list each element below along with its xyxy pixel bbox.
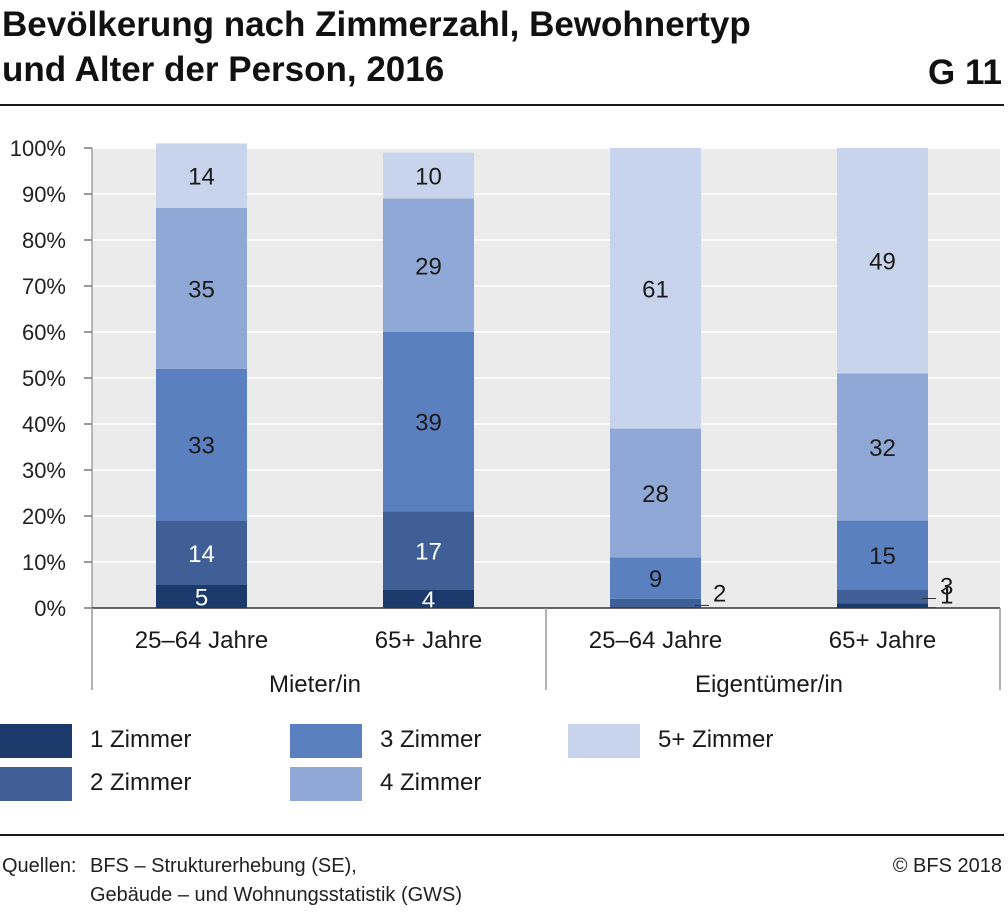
data-label: 2 (713, 580, 726, 607)
chart-title-line-2: und Alter der Person, 2016 (2, 50, 445, 89)
bar-segment-3-zimmer (156, 368, 247, 521)
data-label: 10 (415, 164, 442, 191)
data-label: 4 (422, 587, 435, 614)
chart-title: Bevölkerung nach Zimmerzahl, Bewohnertyp… (2, 2, 902, 92)
source-line-2: Gebäude – und Wohnungsstatistik (GWS) (90, 884, 463, 906)
graphic-number: G 11 (928, 53, 1002, 92)
y-tick-label: 90% (22, 182, 66, 207)
data-label: 5 (195, 585, 208, 612)
data-label: 28 (642, 481, 669, 508)
data-label: 39 (415, 410, 442, 437)
legend-label: 1 Zimmer (90, 726, 192, 753)
x-tick-label: 65+ Jahre (375, 627, 482, 654)
data-label: 35 (188, 276, 215, 303)
y-tick-label: 40% (22, 412, 66, 437)
y-tick-label: 70% (22, 274, 66, 299)
bar-segment-4-zimmer (837, 373, 928, 521)
group-label: Mieter/in (269, 671, 361, 698)
legend-swatch (568, 724, 640, 758)
bar-segment-2-zimmer (383, 511, 474, 590)
bar-segment-3-zimmer (383, 332, 474, 512)
bar-segment-1-zimmer (156, 585, 247, 608)
y-tick-label: 50% (22, 366, 66, 391)
data-label: 9 (649, 566, 662, 593)
y-tick-label: 80% (22, 228, 66, 253)
data-label: 33 (188, 433, 215, 460)
legend-label: 5+ Zimmer (658, 726, 774, 753)
y-tick-label: 60% (22, 320, 66, 345)
y-tick-label: 30% (22, 458, 66, 483)
legend: 1 Zimmer 2 Zimmer 3 Zimmer 4 Zimmer 5+ Z… (0, 720, 1008, 820)
data-label: 49 (869, 249, 896, 276)
data-label: 3 (940, 574, 953, 601)
stacked-bar-chart: 0%10%20%30%40%50%60%70%80%90%100%5143335… (10, 136, 1001, 698)
group-label: Eigentümer/in (695, 671, 843, 698)
x-tick-label: 65+ Jahre (829, 627, 936, 654)
legend-swatch (0, 724, 72, 758)
y-tick-label: 100% (10, 136, 66, 161)
bar-segment-5plus-zimmer (610, 148, 701, 429)
bar-segment-2-zimmer (156, 520, 247, 585)
bar-segment-5plus-zimmer (383, 152, 474, 199)
source-label: Quellen: (2, 855, 77, 877)
legend-label: 3 Zimmer (380, 726, 482, 753)
data-label: 29 (415, 253, 442, 280)
bar-segment-4-zimmer (156, 207, 247, 369)
data-label: 61 (642, 276, 669, 303)
legend-swatch (290, 724, 362, 758)
data-label: 32 (869, 435, 896, 462)
data-label: 1 (940, 583, 953, 610)
legend-swatch (290, 767, 362, 801)
data-label: 17 (415, 539, 442, 566)
bar-segment-3-zimmer (610, 557, 701, 599)
y-tick-label: 20% (22, 504, 66, 529)
legend-label: 4 Zimmer (380, 769, 482, 796)
bar-segment-4-zimmer (610, 428, 701, 558)
source-line-1: BFS – Strukturerhebung (SE), (90, 855, 357, 877)
bar-segment-5plus-zimmer (156, 143, 247, 208)
bar-segment-2-zimmer (837, 589, 928, 604)
bar-segment-1-zimmer (837, 603, 928, 608)
bar-segment-2-zimmer (610, 598, 701, 608)
bar-segment-5plus-zimmer (837, 148, 928, 374)
data-label: 14 (188, 541, 215, 568)
y-tick-label: 0% (34, 596, 66, 621)
bar-segment-4-zimmer (383, 198, 474, 332)
copyright: © BFS 2018 (892, 855, 1002, 877)
data-label: 15 (869, 543, 896, 570)
y-tick-label: 10% (22, 550, 66, 575)
bar-segment-1-zimmer (383, 589, 474, 608)
chart-title-line-1: Bevölkerung nach Zimmerzahl, Bewohnertyp (2, 5, 751, 44)
footer-rule (0, 834, 1004, 836)
bar-segment-3-zimmer (837, 520, 928, 590)
legend-label: 2 Zimmer (90, 769, 192, 796)
header-rule (0, 104, 1004, 106)
x-tick-label: 25–64 Jahre (135, 627, 268, 654)
legend-swatch (0, 767, 72, 801)
x-tick-label: 25–64 Jahre (589, 627, 722, 654)
data-label: 14 (188, 164, 215, 191)
